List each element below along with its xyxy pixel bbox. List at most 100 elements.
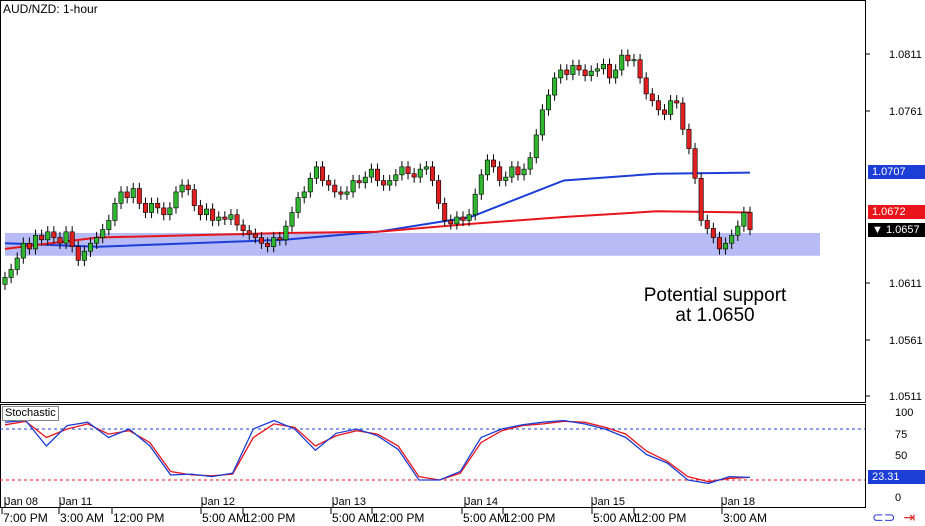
candle-down: [564, 69, 570, 75]
candle-up: [307, 177, 313, 193]
candle-down: [582, 69, 588, 76]
candle-down: [246, 230, 252, 235]
candle-down: [277, 237, 283, 241]
candle-up: [600, 63, 606, 70]
candle-up: [387, 180, 393, 186]
candle-down: [643, 77, 649, 95]
candle-down: [234, 214, 240, 226]
candle-up: [539, 109, 545, 136]
bottom-icons: ⊂⊃ ⇥: [872, 509, 915, 526]
axis-ticks-group: 1.08111.07611.06111.05611.05111007550250…: [1, 49, 923, 525]
chart-frame: [0, 0, 866, 403]
candle-down: [185, 184, 191, 190]
stochastic-level-label: 75: [895, 429, 907, 441]
candles-group: [2, 49, 753, 290]
support-annotation: Potential support at 1.0650: [610, 286, 820, 326]
candle-up: [741, 212, 747, 227]
candle-down: [442, 203, 448, 221]
annotation-line-2: at 1.0650: [675, 305, 755, 326]
time-tick-label: 12:00 PM: [373, 511, 424, 525]
time-tick-label: 3:00 AM: [723, 511, 767, 525]
candle-up: [668, 100, 674, 115]
candle-up: [33, 234, 39, 250]
candle-down: [75, 246, 81, 261]
candle-down: [637, 59, 643, 79]
time-tick-label: 12:00 PM: [113, 511, 164, 525]
candle-down: [649, 93, 655, 102]
candle-down: [356, 180, 362, 184]
candle-down: [625, 54, 631, 62]
candle-up: [344, 191, 350, 195]
candle-down: [674, 100, 680, 104]
time-tick-label: 5:00 AM: [463, 511, 507, 525]
candle-down: [436, 180, 442, 204]
price-tick-label: 1.0561: [889, 335, 923, 347]
candle-up: [301, 191, 307, 198]
candle-up: [106, 220, 112, 230]
candle-up: [570, 65, 576, 75]
candle-down: [710, 228, 716, 238]
candle-up: [619, 54, 625, 71]
price-tick-label: 1.0611: [889, 278, 922, 290]
candle-up: [289, 212, 295, 227]
chart-title: AUD/NZD: 1-hour: [3, 2, 98, 16]
candle-down: [320, 166, 326, 181]
candle-up: [173, 191, 179, 209]
candle-up: [399, 166, 405, 176]
candle-down: [429, 166, 435, 181]
candle-up: [723, 242, 729, 250]
price-badge-blue-ma: 1.0707: [868, 165, 925, 179]
candle-up: [87, 242, 93, 252]
stochastic-k-line: [4, 419, 751, 485]
link-icon[interactable]: ⊂⊃: [872, 509, 896, 525]
candle-up: [20, 242, 26, 259]
candle-up: [588, 70, 594, 76]
candle-down: [51, 231, 57, 238]
candle-up: [63, 231, 69, 244]
date-tick-label: Jan 14: [465, 496, 498, 508]
candle-down: [704, 220, 710, 229]
support-zone: [5, 232, 820, 256]
candle-down: [191, 189, 197, 206]
candle-up: [167, 207, 173, 216]
candle-up: [94, 237, 100, 244]
candle-up: [393, 174, 399, 181]
price-badge-last: ▼ 1.0657: [868, 223, 925, 237]
candle-up: [271, 237, 277, 247]
candle-up: [45, 231, 51, 241]
date-tick-label: Jan 11: [60, 496, 92, 508]
candle-down: [265, 242, 271, 247]
candle-up: [228, 214, 234, 220]
candle-up: [503, 176, 509, 181]
candle-up: [216, 216, 222, 221]
candle-up: [466, 214, 472, 221]
annotation-line-1: Potential support: [643, 285, 787, 306]
candle-down: [381, 180, 387, 186]
candle-down: [161, 207, 167, 216]
candle-down: [655, 100, 661, 111]
price-tick-label: 1.0811: [889, 49, 922, 61]
right-arrow-icon[interactable]: ⇥: [903, 509, 916, 525]
candle-down: [124, 191, 130, 198]
date-tick-label: Jan 12: [202, 496, 235, 508]
candle-up: [112, 203, 118, 221]
candle-up: [545, 94, 551, 111]
candle-down: [374, 168, 380, 181]
candle-down: [69, 231, 75, 247]
candle-down: [326, 180, 332, 186]
candle-down: [692, 148, 698, 179]
candle-down: [252, 233, 258, 238]
candle-up: [81, 250, 87, 261]
candle-down: [258, 237, 264, 244]
candle-up: [552, 77, 558, 96]
stochastic-title: Stochastic: [2, 406, 59, 421]
candle-up: [283, 225, 289, 241]
candle-up: [118, 191, 124, 204]
candle-up: [149, 203, 155, 213]
candle-up: [130, 188, 136, 198]
stochastic-d-line: [4, 420, 751, 483]
candle-up: [454, 216, 460, 225]
time-tick-label: 3:00 AM: [60, 511, 104, 525]
candle-up: [14, 257, 20, 270]
date-tick-label: Jan 13: [333, 496, 366, 508]
